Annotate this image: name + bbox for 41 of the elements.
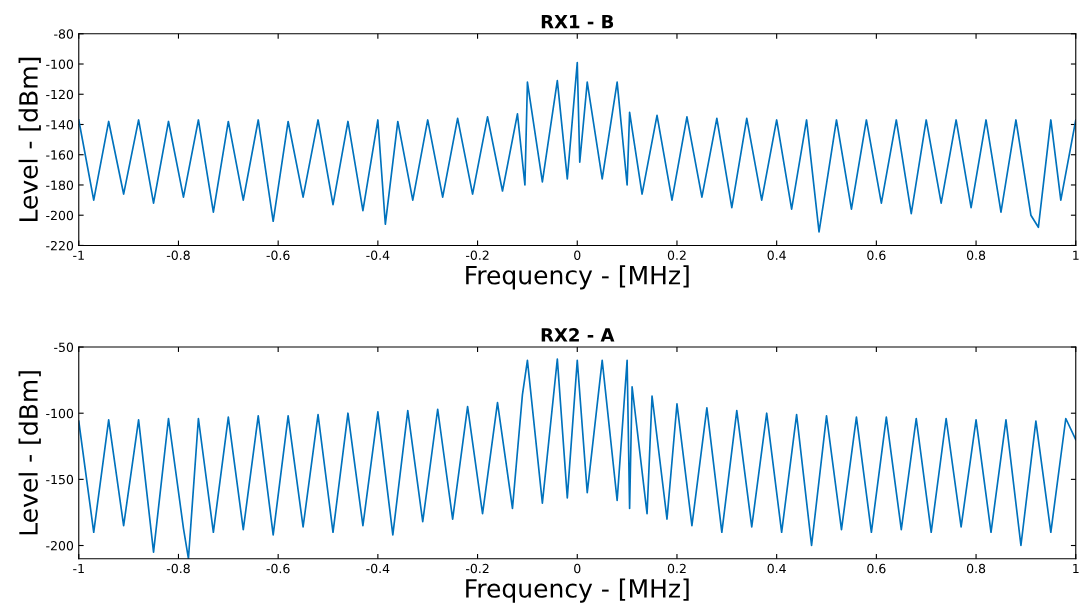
x-tick-label: 1 (1073, 563, 1079, 574)
y-tick-label: -50 (54, 342, 74, 352)
y-axis-title: Level - [dBm] (18, 57, 41, 222)
x-tick-label: 0.4 (767, 250, 786, 260)
x-tick-label: -0.6 (266, 563, 290, 574)
x-tick-label: 0.8 (966, 250, 986, 260)
x-tick-label: 0.6 (867, 563, 886, 574)
y-tick-label: -120 (46, 89, 74, 100)
x-tick-label: 0.8 (966, 563, 986, 574)
y-tick-label: -220 (46, 240, 74, 251)
chart-title: RX1 - B (541, 15, 614, 29)
y-tick-label: -100 (46, 408, 74, 419)
x-tick-label: 0 (574, 250, 581, 260)
y-tick-label: -80 (54, 29, 74, 39)
x-tick-label: -0.2 (465, 250, 489, 260)
x-tick-label: 0 (574, 563, 581, 574)
y-tick-label: -100 (46, 59, 74, 69)
x-axis-title: Frequency - [MHz] (466, 578, 689, 603)
x-tick-label: -1 (73, 250, 84, 260)
y-axis-title: Level - [dBm] (18, 371, 41, 535)
x-tick-label: 0.2 (667, 563, 686, 574)
x-tick-label: -0.8 (166, 563, 190, 574)
y-tick-label: -180 (46, 180, 74, 190)
x-tick-label: 0.6 (867, 250, 886, 260)
x-tick-label: 0.2 (667, 250, 686, 260)
x-tick-label: 1 (1073, 250, 1079, 260)
x-tick-label: -1 (73, 563, 84, 574)
y-tick-label: -140 (46, 119, 74, 130)
line-series (78, 61, 1076, 233)
y-tick-label: -200 (46, 210, 74, 221)
x-tick-label: 0.4 (767, 563, 786, 574)
x-tick-label: -0.6 (266, 250, 290, 260)
x-tick-label: -0.2 (465, 563, 489, 574)
x-tick-label: -0.4 (366, 563, 390, 574)
y-tick-label: -200 (46, 540, 74, 551)
chart-title: RX2 - A (541, 328, 615, 342)
x-axis-title: Frequency - [MHz] (466, 265, 689, 290)
x-tick-label: -0.8 (166, 250, 190, 260)
x-tick-label: -0.4 (366, 250, 390, 260)
y-tick-label: -150 (46, 474, 74, 485)
y-tick-label: -160 (46, 150, 74, 160)
